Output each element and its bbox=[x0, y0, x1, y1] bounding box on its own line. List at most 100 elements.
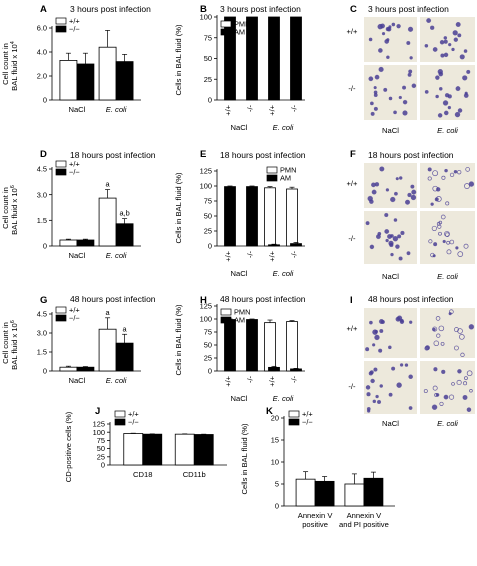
stained-cell bbox=[396, 23, 401, 29]
x-group-label: E. coli bbox=[273, 123, 294, 132]
y-tick-label: 6.0 bbox=[37, 24, 47, 33]
bar-pmn-2 bbox=[264, 322, 276, 372]
stained-cell bbox=[408, 406, 413, 410]
micrograph-image bbox=[420, 361, 475, 414]
micrograph-column-label: E. coli bbox=[437, 419, 458, 428]
stained-cell bbox=[446, 240, 450, 245]
stained-cell bbox=[407, 72, 412, 77]
stained-cell bbox=[404, 363, 409, 367]
stained-cell bbox=[439, 87, 443, 91]
legend-swatch bbox=[220, 308, 232, 316]
y-axis-label-line: Cell count in bbox=[1, 187, 10, 229]
stained-cell bbox=[462, 395, 468, 400]
stained-cell bbox=[457, 33, 462, 38]
y-tick-label: 10 bbox=[271, 458, 279, 467]
stained-cell bbox=[388, 392, 393, 397]
legend-swatch bbox=[114, 418, 126, 426]
stained-cell bbox=[370, 111, 375, 116]
bar-wt-0 bbox=[59, 60, 78, 101]
stained-cell bbox=[468, 324, 475, 330]
stained-cell bbox=[452, 30, 458, 36]
stained-cell bbox=[433, 340, 440, 347]
significance-label: a bbox=[123, 324, 128, 333]
y-tick-label: 4.5 bbox=[37, 165, 47, 174]
panel-letter: B bbox=[200, 4, 207, 15]
stained-cell bbox=[393, 218, 398, 222]
stained-cell bbox=[378, 348, 383, 353]
stained-cell bbox=[395, 244, 400, 249]
legend-label: −/− bbox=[69, 168, 80, 177]
stained-cell bbox=[390, 252, 394, 257]
bar-wt-0 bbox=[59, 366, 78, 372]
stained-cell bbox=[441, 175, 446, 180]
y-tick-label: 4.0 bbox=[37, 48, 47, 57]
stained-cell bbox=[448, 42, 452, 47]
stained-cell bbox=[402, 110, 408, 116]
stained-cell bbox=[411, 189, 417, 195]
legend-swatch bbox=[55, 17, 67, 25]
stained-cell bbox=[366, 407, 371, 411]
stained-cell bbox=[398, 256, 403, 261]
bar-am-2 bbox=[268, 16, 280, 101]
stained-cell bbox=[408, 374, 413, 379]
stained-cell bbox=[388, 345, 392, 350]
stained-cell bbox=[373, 106, 378, 111]
stained-cell bbox=[391, 366, 396, 371]
bar-wt-1 bbox=[344, 483, 365, 507]
stained-cell bbox=[379, 166, 385, 172]
y-tick-label: 75 bbox=[204, 197, 212, 206]
stained-cell bbox=[462, 75, 468, 81]
x-category-label: NaCl bbox=[68, 251, 85, 260]
bar-am-0 bbox=[224, 186, 236, 247]
x-subcategory-label: -/- bbox=[246, 104, 255, 112]
stained-cell bbox=[373, 367, 378, 372]
y-tick-label: 100 bbox=[200, 182, 212, 191]
stained-cell bbox=[390, 196, 396, 203]
stained-cell bbox=[432, 326, 438, 332]
micrograph-panel-I: I 48 hours post infection +/+ -/- NaCl E. col… bbox=[347, 294, 475, 428]
stained-cell bbox=[437, 113, 443, 118]
stained-cell bbox=[433, 367, 438, 372]
chart-B: B 3 hours post infection 0 25 50 75 100 Cells i… bbox=[174, 4, 305, 132]
bar-am-2 bbox=[268, 244, 280, 247]
stained-cell bbox=[440, 214, 446, 220]
stained-cell bbox=[374, 334, 380, 341]
stained-cell bbox=[381, 32, 386, 36]
stained-cell bbox=[400, 230, 405, 236]
chart-title: 48 hours post infection bbox=[220, 294, 306, 304]
stained-cell bbox=[368, 37, 373, 42]
stained-cell bbox=[406, 40, 411, 45]
stained-cell bbox=[408, 69, 413, 74]
x-category-label: E. coli bbox=[106, 105, 127, 114]
stained-cell bbox=[399, 176, 403, 180]
micrograph-image bbox=[364, 17, 417, 62]
y-axis-label-line: Cells in BAL fluid (%) bbox=[174, 24, 183, 96]
stained-cell bbox=[430, 25, 435, 30]
stained-cell bbox=[463, 93, 469, 98]
stained-cell bbox=[456, 169, 462, 175]
y-tick-label: 4.5 bbox=[37, 310, 47, 319]
stained-cell bbox=[399, 319, 405, 324]
x-category-label: Annexin V bbox=[298, 511, 334, 520]
legend-swatch bbox=[266, 174, 278, 182]
stained-cell bbox=[433, 242, 438, 247]
bar-wt-1 bbox=[98, 46, 117, 101]
stained-cell bbox=[380, 319, 385, 324]
stained-cell bbox=[395, 177, 399, 181]
micrograph-column-label: NaCl bbox=[382, 126, 399, 135]
stained-cell bbox=[438, 231, 442, 236]
panel-letter: E bbox=[200, 149, 206, 160]
stained-cell bbox=[459, 54, 465, 60]
legend-label: +/+ bbox=[69, 306, 80, 315]
stained-cell bbox=[442, 239, 446, 244]
bar-am-1 bbox=[246, 319, 258, 372]
stained-cell bbox=[453, 170, 458, 174]
stained-cell bbox=[456, 379, 462, 386]
significance-label: a bbox=[106, 180, 111, 189]
bar-wt-0 bbox=[295, 478, 316, 507]
stained-cell bbox=[455, 22, 461, 27]
panel-letter: H bbox=[200, 295, 207, 306]
y-tick-label: 125 bbox=[200, 302, 212, 311]
y-tick-label: 100 bbox=[93, 428, 105, 437]
stained-cell bbox=[428, 239, 433, 244]
